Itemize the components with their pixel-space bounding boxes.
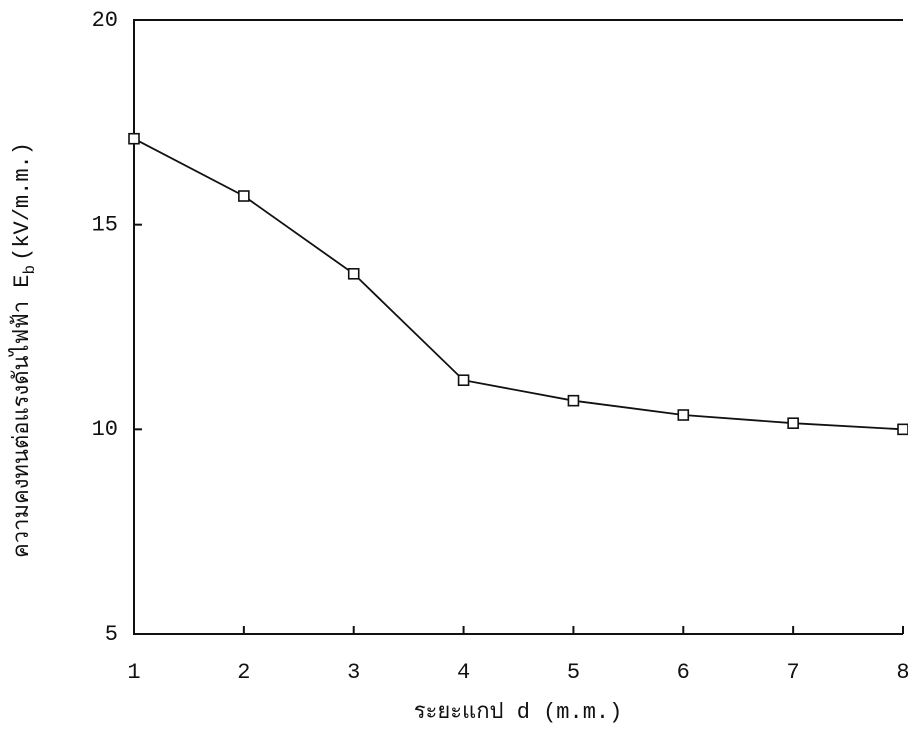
x-tick-label: 8 — [896, 660, 908, 685]
x-tick-label: 7 — [787, 660, 800, 685]
y-tick-label: 20 — [92, 8, 118, 33]
x-tick-label: 3 — [347, 660, 360, 685]
y-axis-label: ความคงทนต่อแรงดันไฟฟ้า Eb (kV/m.m.) — [8, 142, 39, 558]
x-tick-label: 2 — [237, 660, 250, 685]
y-label-main: ความคงทนต่อแรงดันไฟฟ้า E — [8, 274, 35, 557]
y-label-unit: (kV/m.m.) — [10, 142, 35, 261]
x-tick-label: 4 — [457, 660, 470, 685]
data-point — [457, 374, 470, 387]
data-point — [347, 267, 360, 280]
data-line — [133, 137, 904, 431]
data-point — [238, 190, 250, 202]
y-tick-label: 10 — [92, 417, 118, 442]
data-point — [128, 132, 140, 145]
x-tick-label: 6 — [677, 660, 690, 685]
x-axis-label: ระยะแกป d (m.m.) — [414, 700, 623, 725]
data-point — [677, 409, 690, 421]
x-tick-label: 5 — [567, 660, 580, 685]
x-tick-label: 1 — [127, 660, 140, 685]
axis-frame — [133, 19, 903, 635]
data-point — [787, 417, 799, 429]
y-tick-label: 5 — [105, 622, 118, 647]
data-point — [567, 394, 580, 407]
data-point — [897, 423, 908, 436]
y-label-subscript: b — [21, 265, 39, 275]
y-tick-label: 15 — [92, 212, 118, 237]
